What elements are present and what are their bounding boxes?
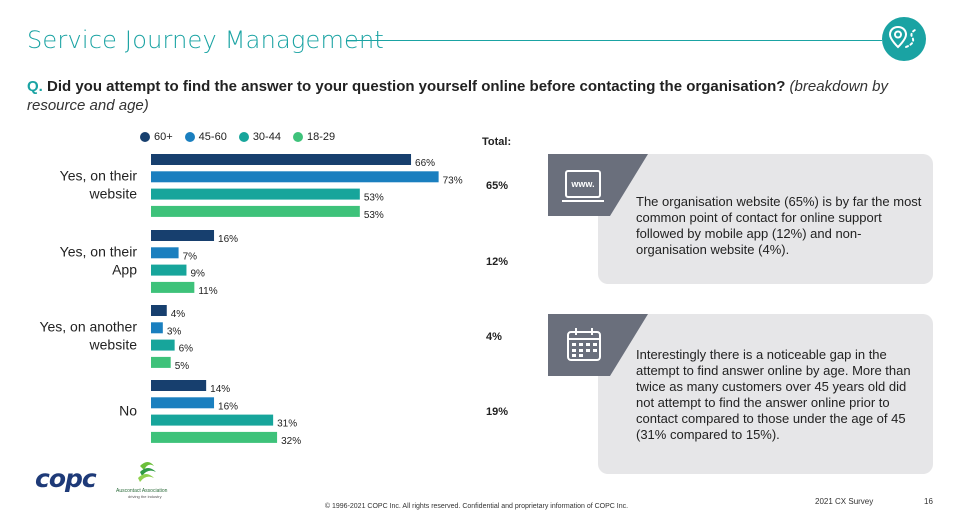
bar-value-label: 53% — [364, 210, 384, 221]
category-label: website — [89, 336, 138, 352]
question-prefix: Q. — [27, 78, 43, 95]
total-value: 19% — [486, 406, 509, 419]
category-label: No — [119, 402, 137, 418]
legend-item: 18-29 — [292, 131, 336, 143]
legend-label: 18-29 — [306, 131, 336, 143]
website-www-icon: www. — [548, 154, 648, 216]
route-pin-icon — [882, 17, 926, 61]
auscontact-logo-icon — [138, 462, 156, 482]
bar-value-label: 73% — [443, 175, 463, 186]
partner-tagline: driving the industry — [128, 494, 162, 499]
legend-label: 60+ — [154, 131, 173, 143]
bar-value-label: 5% — [175, 361, 190, 372]
bar — [151, 356, 171, 368]
copyright-footer: © 1996-2021 COPC Inc. All rights reserve… — [324, 503, 629, 510]
category-label: Yes, on another — [39, 318, 137, 334]
bar-value-label: 53% — [364, 193, 384, 204]
category-label: Yes, on their — [60, 167, 138, 183]
survey-question: Q. Did you attempt to find the answer to… — [27, 77, 927, 115]
calendar-icon — [548, 314, 648, 376]
chart-legend: 60+ 45-60 30-44 18-29 — [140, 131, 335, 143]
legend-swatch — [238, 132, 249, 142]
total-value: 4% — [486, 331, 502, 344]
bar — [151, 171, 439, 183]
bar — [151, 264, 187, 276]
legend-item: 30-44 — [238, 131, 281, 143]
bar — [151, 339, 175, 351]
bar — [151, 305, 167, 316]
category-label: App — [112, 261, 137, 277]
legend-item: 45-60 — [184, 131, 227, 143]
legend-item: 60+ — [140, 131, 173, 143]
bar-value-label: 16% — [218, 401, 238, 412]
bar-chart: Yes, on their website 66% 73% 53% 53% Yes, on … — [39, 154, 463, 447]
category-label: website — [89, 185, 138, 201]
question-text: Did you attempt to find the answer to yo… — [42, 78, 786, 95]
bar — [151, 205, 360, 217]
bar — [151, 322, 163, 334]
bar — [151, 380, 207, 391]
bar-value-label: 16% — [218, 234, 238, 245]
legend-swatch — [184, 132, 195, 142]
bar — [151, 281, 195, 293]
page-number: 16 — [924, 497, 933, 506]
category-label: Yes, on their — [60, 243, 138, 259]
bar — [151, 414, 274, 426]
bar — [151, 154, 412, 165]
bar-value-label: 31% — [277, 419, 297, 430]
bar-value-label: 3% — [167, 326, 182, 337]
legend-swatch — [140, 132, 150, 142]
bar — [151, 230, 215, 241]
bar-value-label: 32% — [281, 436, 301, 447]
partner-name: Auscontact Association — [116, 488, 168, 494]
bar-value-label: 7% — [183, 251, 198, 262]
legend-swatch — [292, 132, 303, 142]
bar-value-label: 6% — [179, 344, 194, 355]
copc-logo: copc — [35, 464, 97, 493]
total-value: 65% — [486, 180, 509, 193]
callout-website-text: The organisation website (65%) is by far… — [636, 194, 922, 257]
legend-label: 30-44 — [252, 131, 281, 143]
bar-value-label: 66% — [415, 158, 435, 169]
bar — [151, 247, 179, 259]
callout-website — [598, 154, 933, 284]
callout-age-gap — [598, 314, 933, 474]
page-title: Service Journey Management — [27, 26, 385, 54]
total-header: Total: — [482, 136, 512, 148]
question-note: (breakdown by resource and age) — [27, 78, 888, 114]
bar — [151, 397, 215, 409]
bar-value-label: 9% — [190, 269, 205, 280]
svg-text:www.: www. — [570, 179, 594, 189]
title-divider — [347, 40, 882, 41]
bar — [151, 431, 278, 443]
survey-label: 2021 CX Survey — [815, 497, 874, 506]
callout-age-gap-text: Interestingly there is a noticeable gap … — [636, 347, 911, 442]
legend-label: 45-60 — [198, 131, 227, 143]
total-value: 12% — [486, 256, 509, 269]
bar-value-label: 4% — [171, 309, 186, 320]
bar-value-label: 11% — [198, 286, 217, 297]
bar — [151, 188, 360, 200]
bar-value-label: 14% — [210, 384, 230, 395]
